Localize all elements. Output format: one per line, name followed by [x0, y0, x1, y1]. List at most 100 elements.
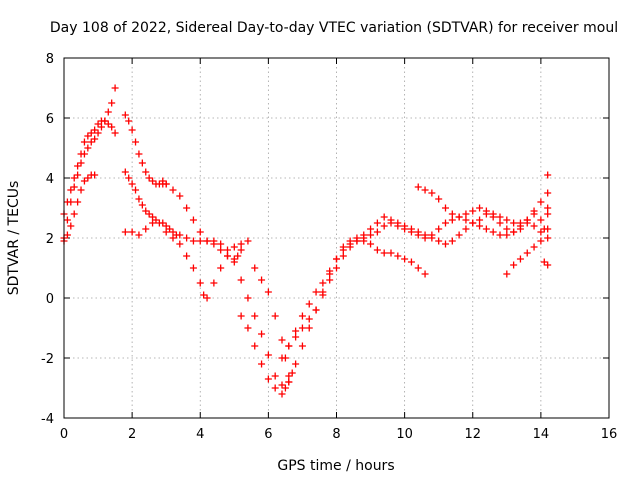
data-point [121, 228, 129, 236]
data-point [125, 117, 133, 125]
data-point [135, 150, 143, 158]
y-tick-label: 6 [46, 112, 54, 127]
data-point [159, 177, 167, 185]
data-point [104, 108, 112, 116]
data-point [292, 333, 300, 341]
data-point [200, 291, 208, 299]
data-point [503, 270, 511, 278]
data-point [162, 222, 170, 230]
data-point [128, 180, 136, 188]
data-point [91, 126, 99, 134]
data-point [333, 255, 340, 263]
plot-frame [63, 57, 610, 419]
data-point [476, 222, 484, 230]
data-point [111, 129, 119, 137]
data-point [138, 201, 146, 209]
data-point [537, 237, 545, 245]
data-point [162, 180, 170, 188]
data-point [503, 225, 511, 233]
x-tick-label: 0 [60, 427, 68, 442]
data-point [80, 138, 88, 146]
data-point [346, 243, 354, 251]
axis-ticks: 0 2 4 6 8 10 12 14 16 -4 -2 0 2 4 6 8 [41, 52, 617, 442]
data-point [387, 216, 395, 224]
data-point [84, 144, 92, 152]
data-point [217, 246, 225, 254]
data-point [149, 219, 157, 227]
data-point [142, 207, 150, 215]
data-point [496, 231, 504, 239]
data-point [448, 237, 456, 245]
data-point [540, 225, 548, 233]
data-point [176, 240, 184, 248]
data-point [67, 186, 75, 194]
data-point [523, 249, 531, 257]
data-point [510, 219, 518, 227]
data-point [125, 174, 133, 182]
data-point [80, 177, 88, 185]
y-tick-label: 8 [46, 52, 54, 67]
data-point [367, 240, 375, 248]
data-point [544, 234, 552, 242]
data-point [230, 258, 238, 266]
data-point [292, 327, 300, 335]
data-point [142, 225, 150, 233]
data-point [407, 258, 415, 266]
data-point [414, 228, 422, 236]
data-point [159, 219, 167, 227]
data-point [442, 240, 449, 248]
data-point [217, 264, 225, 272]
data-point [373, 219, 381, 227]
x-tick-label: 14 [533, 427, 550, 442]
data-point [145, 174, 153, 182]
data-point [489, 210, 497, 218]
data-point [353, 237, 361, 245]
data-point [544, 204, 552, 212]
data-point [132, 186, 140, 194]
data-point [258, 360, 266, 368]
data-point [394, 219, 402, 227]
data-point [462, 225, 470, 233]
data-point [97, 123, 105, 131]
data-point [298, 312, 306, 320]
data-point [537, 228, 545, 236]
data-point [278, 390, 286, 398]
data-point [70, 183, 78, 191]
data-point [401, 222, 409, 230]
data-point [74, 162, 82, 170]
data-point [442, 219, 449, 227]
data-point [544, 261, 552, 269]
data-point [530, 207, 538, 215]
data-point [84, 174, 92, 182]
data-point [414, 264, 422, 272]
data-point [421, 270, 429, 278]
data-point [149, 213, 157, 221]
data-point [196, 279, 204, 287]
data-point [145, 210, 153, 218]
data-point [149, 177, 157, 185]
data-point [476, 204, 484, 212]
x-tick-label: 2 [128, 427, 136, 442]
y-tick-label: 2 [46, 232, 54, 247]
x-tick-label: 16 [601, 427, 618, 442]
x-axis-label: GPS time / hours [277, 458, 394, 474]
data-point [189, 264, 197, 272]
data-point [237, 240, 245, 248]
data-point [319, 279, 327, 287]
data-point [63, 216, 71, 224]
data-point [305, 324, 313, 332]
data-point [298, 342, 306, 350]
x-tick-label: 12 [464, 427, 481, 442]
data-point [367, 225, 375, 233]
data-point [298, 324, 306, 332]
data-point [74, 171, 82, 179]
data-point [435, 237, 443, 245]
data-point [339, 246, 347, 254]
data-point [108, 123, 116, 131]
data-point [70, 210, 78, 218]
data-point [176, 192, 184, 200]
data-point [326, 276, 334, 284]
data-point [169, 186, 177, 194]
data-point [230, 243, 238, 251]
data-point [442, 204, 449, 212]
